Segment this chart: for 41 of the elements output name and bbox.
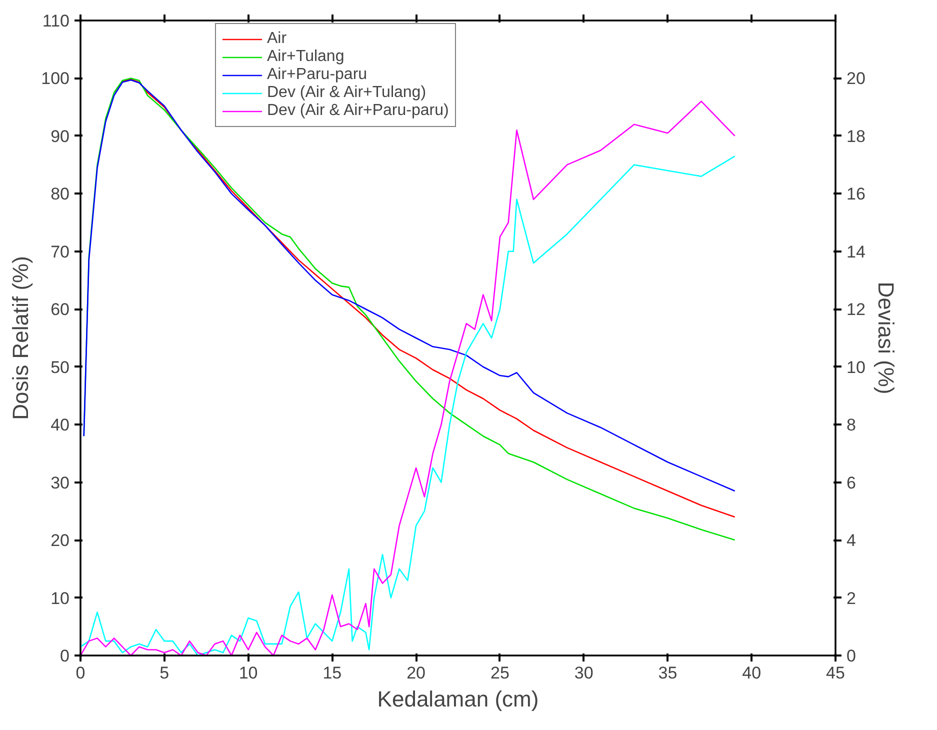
legend-label: Air+Tulang [267, 48, 344, 66]
y-tick-label: 10 [50, 588, 70, 608]
legend-label: Dev (Air & Air+Paru-paru) [267, 102, 449, 120]
y2-tick-label: 6 [846, 473, 856, 492]
y-tick-label: 0 [60, 646, 70, 666]
y-tick-label: 70 [50, 242, 70, 262]
x-axis-title: Kedalaman (cm) [377, 686, 539, 712]
y-axis-title: Dosis Relatif (%) [8, 256, 34, 420]
y2-tick-label: 20 [846, 69, 866, 88]
x-tick-label: 35 [658, 664, 678, 682]
y-tick-label: 30 [50, 473, 70, 492]
y2-tick-label: 16 [846, 184, 866, 204]
y2-tick-label: 10 [846, 358, 866, 377]
legend-label: Dev (Air & Air+Tulang) [267, 84, 426, 102]
x-tick-label: 20 [406, 664, 426, 682]
y-tick-label: 90 [50, 126, 70, 146]
y-tick-label: 100 [41, 69, 70, 88]
x-tick-label: 5 [160, 664, 170, 682]
x-tick-label: 0 [76, 664, 86, 682]
y2-tick-label: 2 [846, 588, 856, 608]
y2-axis-title: Deviasi (%) [873, 282, 898, 394]
y-tick-label: 20 [50, 531, 70, 550]
y-tick-label: 60 [50, 300, 70, 320]
y-tick-label: 40 [50, 416, 70, 435]
x-tick-label: 15 [322, 664, 342, 682]
legend-label: Air [267, 30, 287, 48]
y2-tick-label: 8 [846, 416, 856, 435]
y-tick-label: 80 [50, 184, 70, 204]
x-tick-label: 45 [826, 664, 845, 682]
y2-tick-label: 12 [846, 300, 866, 320]
y2-tick-label: 0 [846, 646, 856, 666]
legend-label: Air+Paru-paru [267, 66, 368, 84]
x-tick-label: 30 [574, 664, 594, 682]
x-tick-label: 10 [238, 664, 258, 682]
y-tick-label: 110 [42, 12, 70, 30]
y2-tick-label: 18 [846, 126, 866, 146]
x-tick-label: 25 [490, 664, 510, 682]
y-tick-label: 50 [50, 358, 70, 377]
x-tick-label: 40 [742, 664, 762, 682]
y2-tick-label: 14 [846, 242, 866, 262]
y2-tick-label: 4 [846, 531, 856, 550]
